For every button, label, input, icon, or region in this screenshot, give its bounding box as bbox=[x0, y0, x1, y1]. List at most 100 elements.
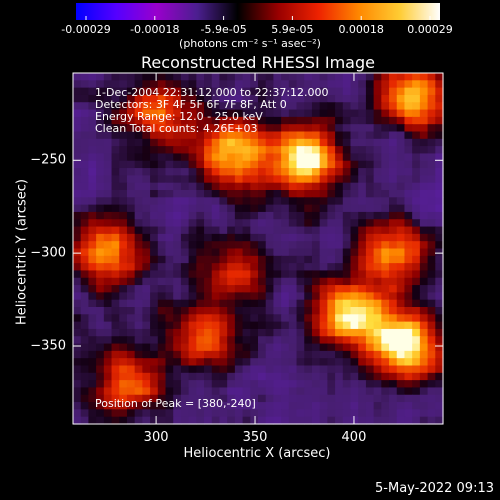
heatmap-cell bbox=[419, 116, 429, 125]
heatmap-cell bbox=[396, 307, 406, 315]
heatmap-cell bbox=[319, 263, 328, 272]
heatmap-cell bbox=[119, 248, 128, 257]
heatmap-cell bbox=[296, 233, 305, 242]
heatmap-cell bbox=[335, 102, 344, 111]
heatmap-cell bbox=[427, 380, 436, 389]
heatmap-cell bbox=[219, 285, 228, 293]
heatmap-cell bbox=[396, 358, 406, 367]
heatmap-cell bbox=[234, 314, 244, 323]
heatmap-cell bbox=[211, 109, 221, 118]
heatmap-cell bbox=[342, 372, 352, 381]
heatmap-cell bbox=[250, 380, 259, 389]
heatmap-cell bbox=[211, 190, 221, 198]
y-tick-label: −250 bbox=[30, 152, 66, 168]
heatmap-cell bbox=[111, 131, 120, 140]
heatmap-cell bbox=[211, 233, 221, 242]
heatmap-cell bbox=[211, 87, 221, 96]
heatmap-cell bbox=[88, 285, 97, 293]
heatmap-cell bbox=[103, 131, 113, 140]
heatmap-cell bbox=[396, 248, 406, 257]
heatmap-cell bbox=[234, 80, 244, 89]
heatmap-cell bbox=[396, 321, 406, 330]
heatmap-cell bbox=[435, 109, 444, 118]
heatmap-cell bbox=[412, 387, 421, 396]
heatmap-cell bbox=[281, 241, 290, 250]
heatmap-cell bbox=[250, 343, 259, 352]
heatmap-cell bbox=[88, 380, 97, 389]
heatmap-cell bbox=[173, 299, 182, 308]
heatmap-cell bbox=[126, 94, 136, 103]
heatmap-cell bbox=[80, 73, 90, 81]
heatmap-cell bbox=[319, 255, 328, 264]
heatmap-cell bbox=[103, 365, 113, 374]
heatmap-cell bbox=[234, 255, 244, 264]
heatmap-cell bbox=[396, 336, 406, 345]
heatmap-cell bbox=[180, 87, 190, 96]
heatmap-cell bbox=[157, 168, 167, 176]
heatmap-cell bbox=[358, 87, 367, 96]
heatmap-cell bbox=[435, 402, 444, 410]
heatmap-cell bbox=[111, 263, 120, 272]
heatmap-cell bbox=[335, 285, 344, 293]
heatmap-cell bbox=[389, 358, 398, 367]
heatmap-cell bbox=[358, 387, 367, 396]
heatmap-cell bbox=[111, 226, 120, 235]
heatmap-cell bbox=[373, 365, 382, 374]
heatmap-cell bbox=[288, 204, 298, 213]
heatmap-cell bbox=[157, 138, 167, 147]
heatmap-cell bbox=[365, 314, 375, 323]
heatmap-cell bbox=[234, 321, 244, 330]
heatmap-cell bbox=[134, 153, 143, 162]
heatmap-cell bbox=[88, 292, 97, 301]
heatmap-cell bbox=[258, 131, 267, 140]
heatmap-cell bbox=[419, 336, 429, 345]
heatmap-cell bbox=[335, 241, 344, 250]
heatmap-cell bbox=[281, 102, 290, 111]
heatmap-cell bbox=[296, 358, 305, 367]
heatmap-cell bbox=[111, 102, 120, 111]
heatmap-cell bbox=[381, 190, 390, 198]
heatmap-cell bbox=[142, 211, 151, 220]
heatmap-cell bbox=[196, 211, 205, 220]
heatmap-cell bbox=[204, 277, 213, 286]
heatmap-cell bbox=[180, 409, 190, 418]
heatmap-cell bbox=[150, 131, 159, 140]
colorbar-tick-label: -0.00018 bbox=[130, 23, 180, 36]
heatmap-cell bbox=[404, 270, 413, 279]
heatmap-cell bbox=[404, 168, 413, 176]
heatmap-cell bbox=[258, 138, 267, 147]
heatmap-cell bbox=[265, 270, 275, 279]
heatmap-cell bbox=[335, 307, 344, 315]
heatmap-cell bbox=[350, 328, 359, 337]
heatmap-cell bbox=[150, 380, 159, 389]
heatmap-cell bbox=[134, 321, 143, 330]
heatmap-cell bbox=[119, 314, 128, 323]
heatmap-cell bbox=[319, 416, 328, 425]
heatmap-cell bbox=[304, 270, 313, 279]
heatmap-cell bbox=[412, 102, 421, 111]
heatmap-cell bbox=[165, 204, 174, 213]
heatmap-cell bbox=[173, 416, 182, 425]
heatmap-cell bbox=[389, 285, 398, 293]
heatmap-cell bbox=[327, 124, 336, 133]
heatmap-cell bbox=[80, 109, 90, 118]
heatmap-cell bbox=[111, 168, 120, 176]
heatmap-cell bbox=[204, 402, 213, 410]
heatmap-cell bbox=[157, 328, 167, 337]
heatmap-cell bbox=[350, 314, 359, 323]
heatmap-cell bbox=[242, 204, 251, 213]
heatmap-cell bbox=[204, 197, 213, 206]
heatmap-cell bbox=[234, 102, 244, 111]
heatmap-cell bbox=[350, 226, 359, 235]
heatmap-cell bbox=[180, 124, 190, 133]
heatmap-cell bbox=[227, 87, 236, 96]
heatmap-cell bbox=[180, 116, 190, 125]
heatmap-cell bbox=[389, 314, 398, 323]
heatmap-cell bbox=[88, 226, 97, 235]
heatmap-cell bbox=[273, 233, 282, 242]
heatmap-cell bbox=[327, 109, 336, 118]
heatmap-cell bbox=[111, 80, 120, 89]
heatmap-cell bbox=[96, 226, 105, 235]
heatmap-cell bbox=[242, 73, 251, 81]
heatmap-cell bbox=[365, 190, 375, 198]
